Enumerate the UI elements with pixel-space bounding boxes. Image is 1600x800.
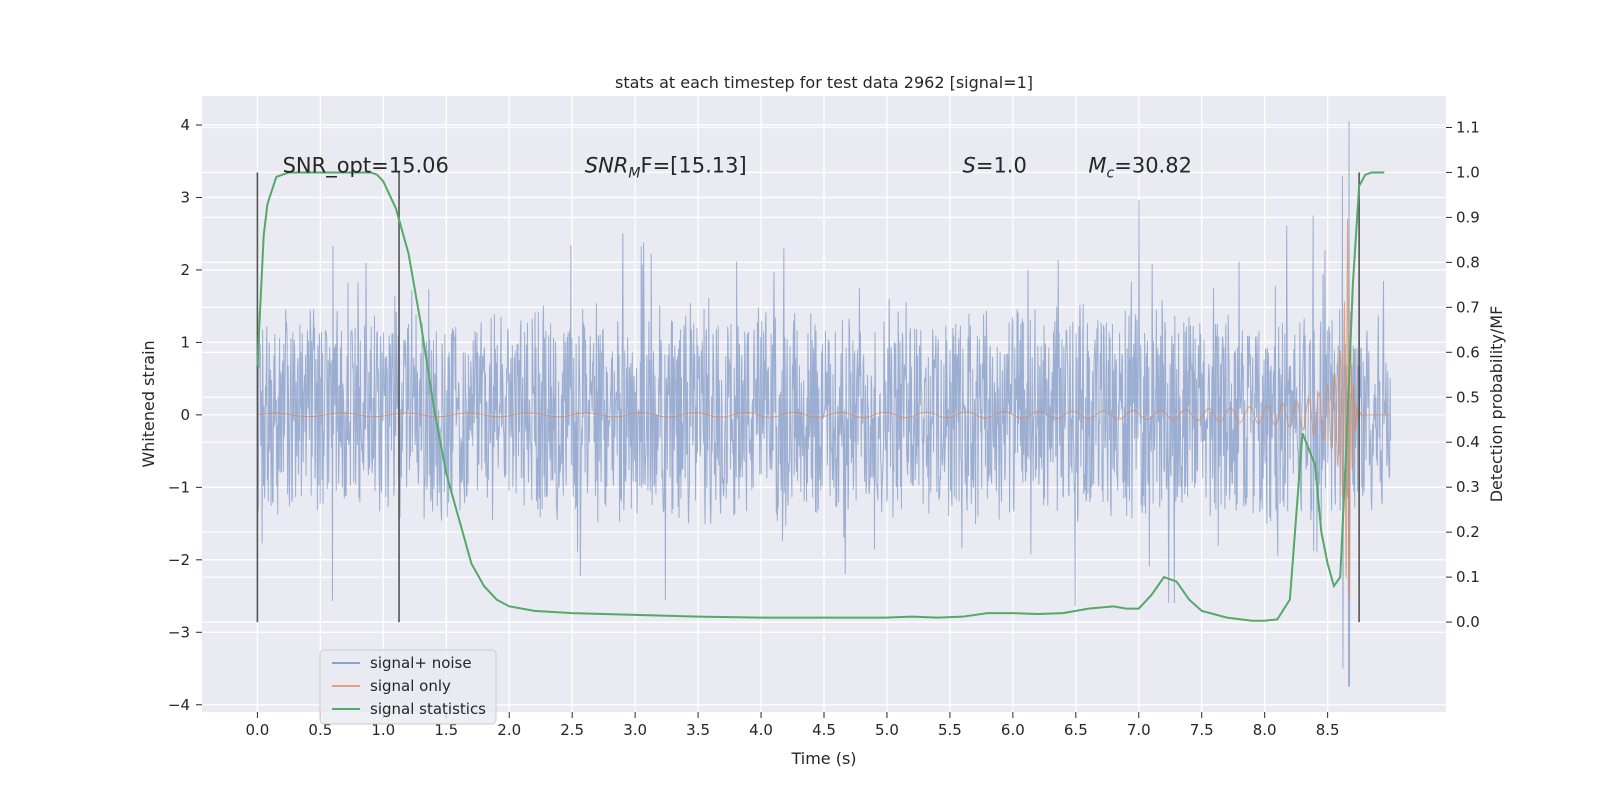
y2-tick-label: 0.0 <box>1456 613 1480 631</box>
annotation-snr-opt: SNR_opt=15.06 <box>283 154 449 179</box>
y-tick-label: 3 <box>180 188 190 206</box>
legend-box <box>319 649 497 725</box>
annotation-snr-mf-sub: M <box>628 166 640 182</box>
x-tick-label: 6.0 <box>1001 721 1025 739</box>
y-tick-label: 0 <box>180 406 190 424</box>
y-tick-label: 1 <box>180 333 190 351</box>
y2-tick-label: 0.2 <box>1456 523 1480 541</box>
y2-tick-label: 0.6 <box>1456 343 1480 361</box>
annotation-snr-mf: SNRMF=[15.13] <box>585 154 747 182</box>
x-tick-label: 4.0 <box>749 721 773 739</box>
annotation-mc-sub: c <box>1107 166 1115 182</box>
y2-tick-label: 0.7 <box>1456 298 1480 316</box>
annotation-layer: SNR_opt=15.06 SNRMF=[15.13] S=1.0 Mc=30.… <box>283 154 1192 182</box>
annotation-snr-mf-rest: F=[15.13] <box>641 154 747 178</box>
y2-tick-label: 0.5 <box>1456 388 1480 406</box>
x-tick-label: 0.5 <box>308 721 332 739</box>
y2-tick-label: 0.4 <box>1456 433 1480 451</box>
series-signal-statistics <box>256 171 1385 622</box>
y2-tick-label: 0.8 <box>1456 253 1480 271</box>
y2-tick-label: 0.9 <box>1456 208 1480 226</box>
legend-label-signal-only: signal only <box>370 677 451 695</box>
y2-axis-label: Detection probability/MF <box>1487 306 1506 503</box>
annotation-snr-mf-base: SNR <box>585 154 629 178</box>
x-tick-label: 2.0 <box>497 721 521 739</box>
y2-tick-label: 1.1 <box>1456 118 1480 136</box>
x-tick-label: 8.0 <box>1253 721 1277 739</box>
y-tick-label: −1 <box>168 478 190 496</box>
chart-title: stats at each timestep for test data 296… <box>615 73 1033 92</box>
x-tick-label: 3.0 <box>623 721 647 739</box>
y-tick-label: 2 <box>180 261 190 279</box>
tick-layer: 0.0 0.5 1.0 1.5 2.0 2.5 3.0 3.5 4.0 4.5 5.0 5.5 6.0 6… <box>168 116 1480 739</box>
annotation-s-base: S <box>963 154 976 178</box>
x-tick-label: 1.0 <box>371 721 395 739</box>
annotation-mc-base: M <box>1088 154 1106 178</box>
data-layer <box>256 121 1392 687</box>
legend: signal+ noise signal only signal statist… <box>319 649 497 725</box>
x-tick-label: 5.5 <box>938 721 962 739</box>
annotation-s-rest: =1.0 <box>976 154 1027 178</box>
x-tick-label: 8.5 <box>1316 721 1340 739</box>
legend-label-signal-statistics: signal statistics <box>370 700 486 718</box>
x-tick-label: 7.0 <box>1127 721 1151 739</box>
y-tick-label: 4 <box>180 116 190 134</box>
y-axis-label: Whitened strain <box>139 340 158 467</box>
series-signal-noise <box>256 121 1392 687</box>
annotation-mc: Mc=30.82 <box>1088 154 1192 182</box>
y-tick-label: −3 <box>168 623 190 641</box>
x-tick-label: 3.5 <box>686 721 710 739</box>
series-signal-only <box>257 219 1391 602</box>
annotation-mc-rest: =30.82 <box>1114 154 1192 178</box>
y2-tick-label: 1.0 <box>1456 163 1480 181</box>
x-tick-label: 1.5 <box>434 721 458 739</box>
legend-label-signal-noise: signal+ noise <box>370 654 472 672</box>
y-tick-label: −2 <box>168 551 190 569</box>
x-tick-label: 2.5 <box>560 721 584 739</box>
x-tick-label: 7.5 <box>1190 721 1214 739</box>
y2-tick-label: 0.3 <box>1456 478 1480 496</box>
x-tick-label: 5.0 <box>875 721 899 739</box>
y-tick-label: −4 <box>168 696 190 714</box>
x-tick-label: 6.5 <box>1064 721 1088 739</box>
x-axis-label: Time (s) <box>790 749 856 768</box>
y2-tick-label: 0.1 <box>1456 568 1480 586</box>
x-tick-label: 4.5 <box>812 721 836 739</box>
x-tick-label: 0.0 <box>245 721 269 739</box>
annotation-s: S=1.0 <box>963 154 1027 178</box>
